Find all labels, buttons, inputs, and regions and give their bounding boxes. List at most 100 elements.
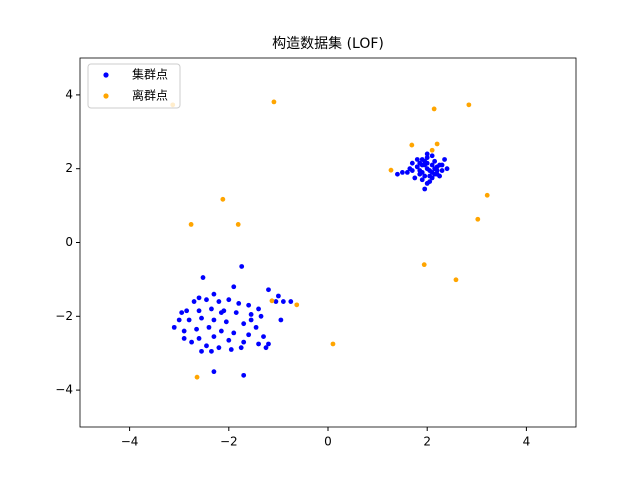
- legend-label: 离群点: [132, 88, 168, 103]
- point: [199, 315, 204, 321]
- point: [248, 317, 254, 323]
- point: [216, 299, 222, 304]
- chart-title: 构造数据集 (LOF): [272, 35, 384, 52]
- point: [273, 299, 279, 304]
- point: [294, 302, 300, 308]
- legend-marker: [103, 72, 109, 78]
- point: [330, 341, 336, 347]
- point: [236, 300, 242, 306]
- point: [246, 302, 252, 308]
- point: [258, 313, 264, 319]
- point: [196, 336, 202, 341]
- point: [196, 295, 202, 301]
- point: [442, 157, 447, 162]
- point: [226, 337, 232, 343]
- point: [271, 99, 277, 105]
- point: [194, 326, 199, 332]
- point: [409, 142, 415, 148]
- point: [422, 173, 428, 179]
- point: [231, 284, 237, 290]
- point: [421, 262, 427, 268]
- point: [429, 147, 435, 153]
- point: [432, 158, 438, 164]
- point: [419, 157, 425, 162]
- point: [248, 312, 254, 317]
- point: [188, 222, 194, 227]
- point: [263, 345, 269, 351]
- x-tick-label: 0: [324, 435, 332, 449]
- point: [211, 317, 217, 323]
- point: [211, 369, 217, 375]
- point: [437, 162, 442, 168]
- point: [228, 347, 234, 352]
- point: [253, 324, 259, 330]
- point: [218, 310, 224, 316]
- point: [200, 275, 206, 280]
- point: [431, 106, 437, 112]
- point: [444, 166, 450, 172]
- point: [256, 306, 261, 312]
- point: [278, 317, 284, 323]
- point: [241, 372, 247, 378]
- y-tick-label: −4: [55, 383, 73, 397]
- x-tick-label: 4: [523, 435, 531, 449]
- point: [199, 348, 204, 354]
- point: [239, 264, 245, 269]
- point: [216, 345, 222, 351]
- point: [181, 328, 187, 334]
- point: [184, 308, 190, 314]
- point: [417, 168, 423, 173]
- point: [388, 167, 394, 173]
- point: [206, 324, 212, 330]
- point: [179, 310, 185, 316]
- point: [439, 168, 445, 173]
- point: [419, 162, 425, 168]
- point: [226, 297, 232, 303]
- point: [204, 297, 209, 303]
- point: [407, 166, 413, 172]
- point: [176, 317, 182, 323]
- point: [424, 151, 430, 157]
- point: [211, 334, 217, 339]
- point: [424, 160, 430, 166]
- point: [419, 177, 425, 183]
- point: [414, 164, 420, 170]
- point: [171, 324, 177, 330]
- point: [475, 216, 481, 222]
- point: [434, 141, 440, 147]
- plot-area: [79, 57, 577, 428]
- y-tick-label: 4: [65, 87, 73, 101]
- point: [400, 169, 405, 175]
- y-tick-label: 2: [65, 161, 73, 175]
- point: [288, 299, 294, 304]
- point: [218, 328, 224, 334]
- point: [424, 155, 430, 161]
- point: [395, 171, 400, 177]
- point: [220, 196, 226, 202]
- point: [432, 166, 438, 172]
- x-tick-label: 2: [423, 435, 431, 449]
- point: [409, 160, 415, 166]
- point: [233, 310, 239, 316]
- point: [231, 330, 237, 336]
- point: [209, 306, 214, 312]
- point: [412, 175, 418, 181]
- point: [194, 374, 200, 380]
- point: [466, 102, 472, 108]
- point: [276, 293, 281, 299]
- point: [434, 171, 440, 177]
- point: [453, 277, 459, 283]
- point: [422, 186, 428, 192]
- x-tick-label: −2: [220, 435, 238, 449]
- point: [186, 317, 192, 323]
- point: [246, 332, 252, 338]
- y-tick-label: 0: [65, 235, 73, 249]
- point: [223, 319, 229, 325]
- point: [427, 179, 433, 185]
- y-tick-label: −2: [55, 309, 73, 323]
- point: [429, 175, 435, 181]
- point: [181, 336, 187, 341]
- point: [269, 298, 275, 304]
- legend-label: 集群点: [132, 67, 168, 82]
